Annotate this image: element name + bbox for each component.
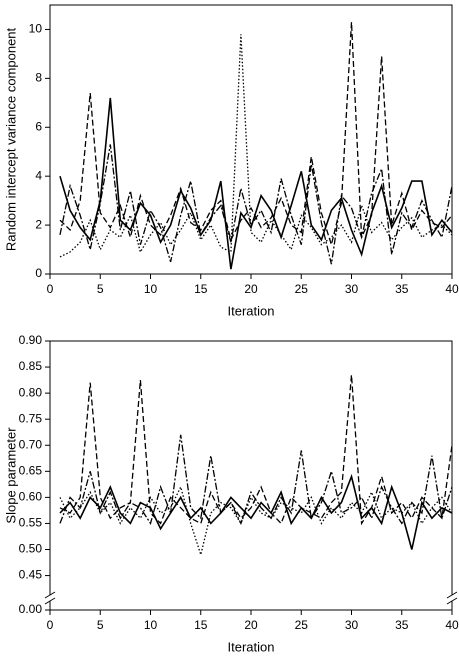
y-tick-label: 6: [35, 119, 42, 133]
y-tick-label: 0.85: [19, 359, 43, 373]
x-axis-label: Iteration: [228, 303, 275, 318]
series-line: [59, 144, 453, 265]
x-tick-label: 30: [345, 618, 359, 632]
x-tick-label: 25: [295, 282, 309, 296]
y-tick-label: 10: [29, 22, 43, 36]
y-tick-label: 0.90: [19, 333, 43, 347]
x-axis-label: Iteration: [228, 639, 275, 654]
series-line: [59, 434, 453, 526]
axis-break-mark: [44, 597, 56, 605]
plot-frame: [49, 340, 453, 611]
y-tick-label: 8: [35, 71, 42, 85]
x-tick-label: 10: [144, 618, 158, 632]
y-axis-label: Random intercept variance component: [3, 27, 18, 251]
y-tick-label: 0.55: [19, 516, 43, 530]
series-line: [59, 485, 453, 558]
x-tick-label: 15: [194, 618, 208, 632]
x-tick-label: 35: [395, 282, 409, 296]
x-tick-label: 20: [244, 618, 258, 632]
y-tick-label: 0.45: [19, 568, 43, 582]
y-tick-label: 0.00: [19, 602, 43, 616]
series-line: [59, 374, 453, 526]
x-tick-label: 20: [244, 282, 258, 296]
series-line: [59, 97, 453, 270]
x-tick-label: 35: [395, 618, 409, 632]
series-line: [59, 473, 453, 550]
axis-break-gap: [446, 595, 458, 601]
x-tick-label: 0: [47, 282, 54, 296]
x-tick-label: 0: [47, 618, 54, 632]
y-axis-label: Slope parameter: [3, 427, 18, 524]
x-tick-label: 5: [97, 282, 104, 296]
y-tick-label: 0.65: [19, 463, 43, 477]
x-tick-label: 5: [97, 618, 104, 632]
y-tick-label: 2: [35, 217, 42, 231]
series-line: [59, 34, 453, 258]
plot-frame: [49, 4, 453, 275]
y-tick-label: 0: [35, 266, 42, 280]
y-tick-label: 4: [35, 168, 42, 182]
x-tick-label: 30: [345, 282, 359, 296]
y-tick-label: 0.50: [19, 542, 43, 556]
x-tick-label: 10: [144, 282, 158, 296]
y-tick-label: 0.60: [19, 490, 43, 504]
x-tick-label: 40: [445, 618, 459, 632]
x-tick-label: 40: [445, 282, 459, 296]
axis-break-gap: [44, 595, 56, 601]
axis-break-mark: [44, 591, 56, 599]
x-tick-label: 15: [194, 282, 208, 296]
y-tick-label: 0.80: [19, 385, 43, 399]
x-tick-label: 25: [295, 618, 309, 632]
y-tick-label: 0.75: [19, 411, 43, 425]
axis-break-mark: [446, 591, 458, 599]
axis-break-mark: [446, 597, 458, 605]
y-tick-label: 0.70: [19, 437, 43, 451]
